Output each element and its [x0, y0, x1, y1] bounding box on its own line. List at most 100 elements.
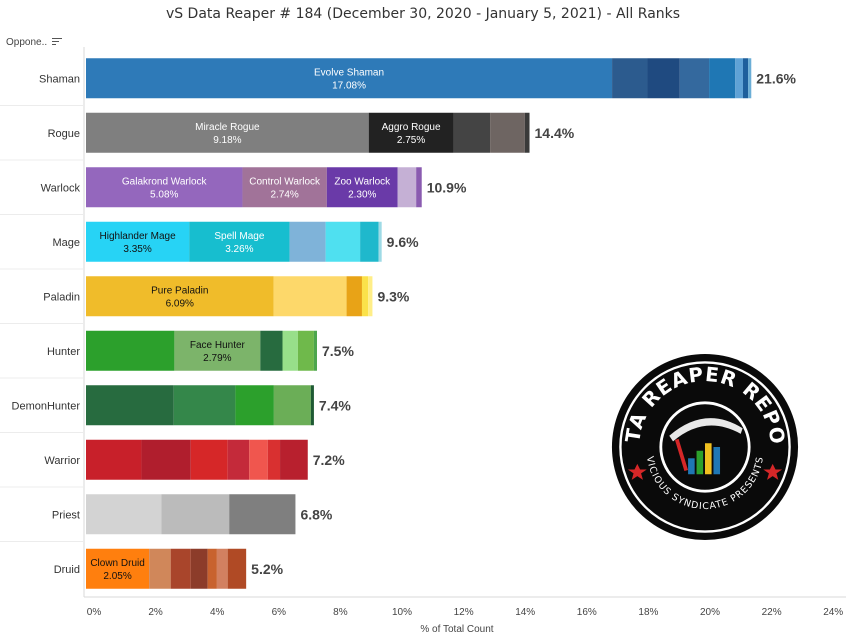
- bar-segment: [190, 439, 228, 480]
- category-label: Hunter: [47, 346, 80, 358]
- total-label: 21.6%: [756, 70, 796, 86]
- bar-segment: [86, 112, 369, 153]
- total-label: 9.6%: [387, 234, 419, 250]
- bar-segment: [207, 548, 217, 589]
- bar-segment: [709, 58, 736, 99]
- bar-segment: [647, 58, 680, 99]
- segment-label: Galakrond Warlock: [122, 176, 208, 187]
- bar-segment: [280, 439, 308, 480]
- bar-segment: [86, 439, 142, 480]
- bar-segment: [368, 112, 454, 153]
- bar-segment: [368, 276, 373, 317]
- bar-segment: [378, 221, 382, 262]
- bar-segment: [453, 112, 491, 153]
- segment-label: Pure Paladin: [151, 285, 208, 296]
- x-tick-label: 2%: [148, 607, 163, 618]
- x-tick-label: 22%: [762, 607, 782, 618]
- bar-segment: [260, 330, 283, 371]
- bar-segment: [612, 58, 648, 99]
- category-label: Rogue: [48, 128, 80, 140]
- segment-label: Aggro Rogue: [382, 122, 441, 133]
- bar-segment: [273, 276, 347, 317]
- bar-segment: [313, 330, 317, 371]
- chart-title: vS Data Reaper # 184 (December 30, 2020 …: [165, 6, 681, 22]
- total-label: 7.2%: [313, 452, 345, 468]
- x-axis-title: % of Total Count: [420, 624, 493, 635]
- x-tick-label: 8%: [333, 607, 348, 618]
- category-label: Shaman: [39, 73, 80, 85]
- bar-segment: [242, 167, 327, 208]
- bar-segment: [524, 112, 530, 153]
- bar-segment: [289, 221, 326, 262]
- total-label: 6.8%: [300, 506, 332, 522]
- bar-segment: [490, 112, 525, 153]
- bar-segment: [416, 167, 422, 208]
- bar-segment: [86, 385, 174, 426]
- bar-segment: [86, 276, 274, 317]
- segment-label: Face Hunter: [190, 340, 246, 351]
- bar-segment: [161, 494, 230, 535]
- bar-segment: [227, 439, 250, 480]
- bar-segment: [397, 167, 417, 208]
- bar-segment: [325, 221, 361, 262]
- category-label: Priest: [52, 509, 80, 521]
- segment-value: 3.26%: [225, 244, 253, 255]
- bar-segment: [360, 221, 379, 262]
- bar-segment: [190, 548, 208, 589]
- category-label: Druid: [54, 564, 80, 576]
- bar-segment: [346, 276, 362, 317]
- category-label: Warrior: [44, 455, 80, 467]
- total-label: 5.2%: [251, 561, 283, 577]
- bar-segment: [297, 330, 314, 371]
- total-label: 7.4%: [319, 397, 351, 413]
- bar-segment: [86, 221, 190, 262]
- bar-segment: [189, 221, 290, 262]
- x-tick-label: 14%: [515, 607, 535, 618]
- row-field-header[interactable]: Oppone..: [6, 37, 63, 48]
- bar-segment: [86, 58, 613, 99]
- category-label: Warlock: [41, 182, 81, 194]
- segment-value: 9.18%: [213, 135, 241, 146]
- bar-segment: [174, 330, 261, 371]
- x-tick-label: 4%: [210, 607, 225, 618]
- x-tick-label: 16%: [577, 607, 597, 618]
- bar-segment: [173, 385, 236, 426]
- bar-segment: [216, 548, 228, 589]
- category-label: Mage: [52, 237, 80, 249]
- bar-segment: [282, 330, 298, 371]
- bar-segment: [86, 167, 243, 208]
- bar-segment: [86, 494, 162, 535]
- segment-value: 3.35%: [123, 244, 151, 255]
- bar-segment: [86, 548, 150, 589]
- bar-segment: [361, 276, 369, 317]
- segment-value: 2.30%: [348, 189, 376, 200]
- segment-label: Miracle Rogue: [195, 122, 260, 133]
- bar-segment: [267, 439, 281, 480]
- bar-segment: [310, 385, 314, 426]
- data-reaper-report-logo: DATA REAPER REPORT VICIOUS SYNDICATE PRE…: [611, 353, 799, 541]
- total-label: 9.3%: [377, 288, 409, 304]
- segment-value: 5.08%: [150, 189, 178, 200]
- segment-label: Control Warlock: [249, 176, 321, 187]
- segment-label: Zoo Warlock: [334, 176, 391, 187]
- x-tick-label: 10%: [392, 607, 412, 618]
- segment-value: 6.09%: [166, 298, 194, 309]
- bar-segment: [86, 330, 175, 371]
- x-tick-label: 12%: [454, 607, 474, 618]
- bar-segment: [149, 548, 171, 589]
- x-tick-label: 6%: [272, 607, 287, 618]
- bar-segment: [273, 385, 311, 426]
- x-tick-label: 20%: [700, 607, 720, 618]
- total-label: 10.9%: [427, 179, 467, 195]
- total-label: 14.4%: [535, 125, 575, 141]
- segment-value: 2.75%: [397, 135, 425, 146]
- total-label: 7.5%: [322, 343, 354, 359]
- bar-segment: [326, 167, 398, 208]
- bar-segment: [229, 494, 296, 535]
- x-tick-label: 0%: [87, 607, 102, 618]
- x-tick-label: 18%: [638, 607, 658, 618]
- segment-value: 2.79%: [203, 353, 231, 364]
- x-tick-label: 24%: [823, 607, 843, 618]
- bar-segment: [735, 58, 743, 99]
- sort-icon[interactable]: [52, 37, 63, 46]
